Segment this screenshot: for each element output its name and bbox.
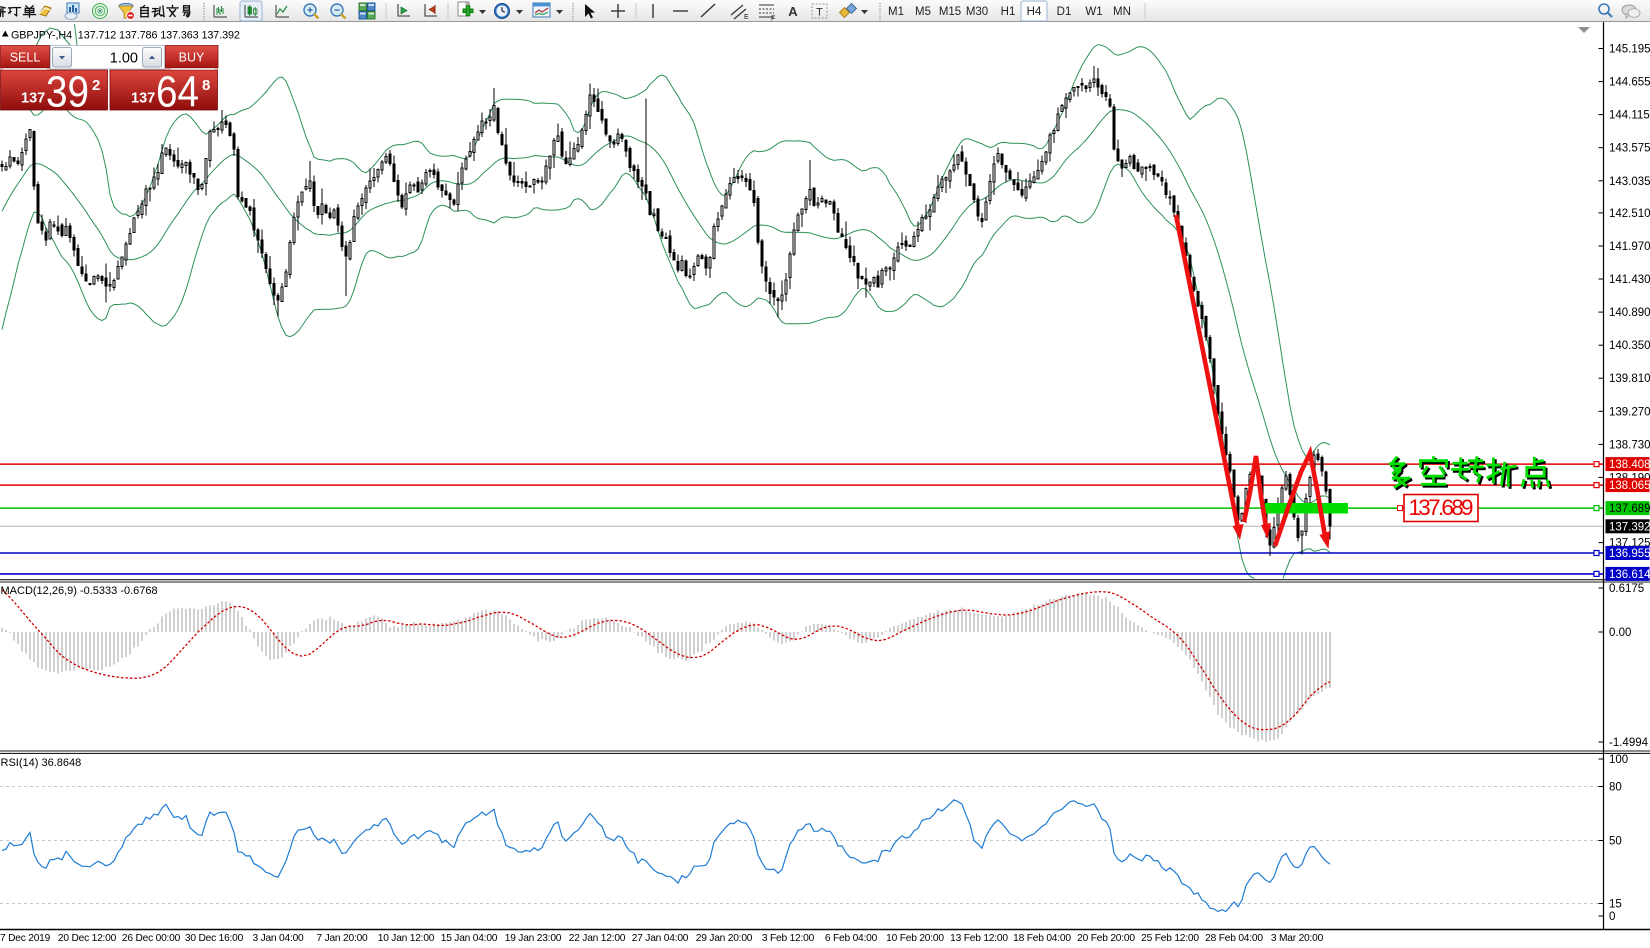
svg-text:64: 64 bbox=[156, 68, 199, 117]
svg-text:10 Feb 20:00: 10 Feb 20:00 bbox=[886, 933, 944, 944]
svg-text:144.655: 144.655 bbox=[1609, 77, 1650, 89]
svg-text:+: + bbox=[307, 5, 313, 16]
svg-text:H4: H4 bbox=[1027, 6, 1042, 18]
svg-text:3 Jan 04:00: 3 Jan 04:00 bbox=[252, 933, 304, 944]
svg-text:M15: M15 bbox=[939, 6, 961, 18]
svg-text:145.195: 145.195 bbox=[1609, 44, 1650, 56]
svg-text:39: 39 bbox=[46, 68, 89, 117]
svg-text:10 Jan 12:00: 10 Jan 12:00 bbox=[378, 933, 435, 944]
svg-text:30 Dec 16:00: 30 Dec 16:00 bbox=[185, 933, 244, 944]
svg-text:8: 8 bbox=[202, 77, 210, 94]
svg-text:0.00: 0.00 bbox=[1609, 627, 1631, 639]
svg-text:137.392: 137.392 bbox=[1609, 521, 1650, 533]
svg-text:140.890: 140.890 bbox=[1609, 307, 1650, 319]
svg-text:143.575: 143.575 bbox=[1609, 143, 1650, 155]
svg-text:1.00: 1.00 bbox=[110, 51, 138, 67]
svg-text:M1: M1 bbox=[888, 6, 904, 18]
svg-text:139.270: 139.270 bbox=[1609, 406, 1650, 418]
svg-text:BUY: BUY bbox=[179, 51, 205, 65]
svg-text:3 Feb 12:00: 3 Feb 12:00 bbox=[762, 933, 815, 944]
svg-text:−: − bbox=[334, 5, 340, 16]
svg-text:25 Feb 12:00: 25 Feb 12:00 bbox=[1141, 933, 1199, 944]
svg-text:15 Jan 04:00: 15 Jan 04:00 bbox=[441, 933, 498, 944]
svg-text:100: 100 bbox=[1609, 754, 1628, 766]
svg-text:143.035: 143.035 bbox=[1609, 176, 1650, 188]
svg-text:136.614: 136.614 bbox=[1609, 569, 1650, 581]
svg-text:MACD(12,26,9) -0.5333 -0.6768: MACD(12,26,9) -0.5333 -0.6768 bbox=[1, 585, 158, 597]
svg-text:27 Jan 04:00: 27 Jan 04:00 bbox=[632, 933, 689, 944]
svg-text:2: 2 bbox=[92, 77, 100, 94]
svg-text:139.810: 139.810 bbox=[1609, 373, 1650, 385]
svg-text:A: A bbox=[788, 4, 798, 19]
svg-text:142.510: 142.510 bbox=[1609, 208, 1650, 220]
svg-text:7 Jan 20:00: 7 Jan 20:00 bbox=[316, 933, 368, 944]
svg-text:141.430: 141.430 bbox=[1609, 274, 1650, 286]
svg-text:E: E bbox=[744, 14, 749, 21]
svg-text:D1: D1 bbox=[1057, 6, 1072, 18]
svg-text:80: 80 bbox=[1609, 782, 1622, 794]
svg-text:GBPJPY-,H4 137.712 137.786 13: GBPJPY-,H4 137.712 137.786 137.363 137.3… bbox=[11, 30, 240, 42]
svg-text:50: 50 bbox=[1609, 836, 1622, 848]
svg-text:19 Jan 23:00: 19 Jan 23:00 bbox=[505, 933, 562, 944]
svg-text:136.955: 136.955 bbox=[1609, 548, 1650, 560]
svg-text:140.350: 140.350 bbox=[1609, 340, 1650, 352]
svg-text:26 Dec 00:00: 26 Dec 00:00 bbox=[122, 933, 181, 944]
svg-text:MN: MN bbox=[1113, 6, 1131, 18]
svg-text:138.408: 138.408 bbox=[1609, 459, 1650, 471]
svg-text:138.065: 138.065 bbox=[1609, 480, 1650, 492]
svg-text:-1.4994: -1.4994 bbox=[1609, 737, 1649, 749]
svg-text:13 Feb 12:00: 13 Feb 12:00 bbox=[950, 933, 1008, 944]
svg-text:0.6175: 0.6175 bbox=[1609, 583, 1644, 595]
svg-text:T: T bbox=[816, 7, 823, 19]
svg-text:22 Jan 12:00: 22 Jan 12:00 bbox=[569, 933, 626, 944]
svg-text:28 Feb 04:00: 28 Feb 04:00 bbox=[1205, 933, 1263, 944]
svg-text:137: 137 bbox=[131, 91, 155, 107]
svg-text:137: 137 bbox=[21, 91, 45, 107]
svg-text:20 Feb 20:00: 20 Feb 20:00 bbox=[1077, 933, 1135, 944]
svg-text:RSI(14) 36.8648: RSI(14) 36.8648 bbox=[1, 757, 82, 769]
svg-text:18 Feb 04:00: 18 Feb 04:00 bbox=[1013, 933, 1071, 944]
svg-text:138.730: 138.730 bbox=[1609, 439, 1650, 451]
svg-text:F: F bbox=[771, 16, 775, 23]
svg-text:3 Mar 20:00: 3 Mar 20:00 bbox=[1271, 933, 1324, 944]
svg-text:W1: W1 bbox=[1085, 6, 1102, 18]
svg-text:7 Dec 2019: 7 Dec 2019 bbox=[0, 933, 51, 944]
svg-text:0: 0 bbox=[1609, 911, 1615, 923]
svg-text:20 Dec 12:00: 20 Dec 12:00 bbox=[58, 933, 117, 944]
svg-text:137.689: 137.689 bbox=[1409, 495, 1474, 520]
svg-text:15: 15 bbox=[1609, 899, 1622, 911]
svg-text:141.970: 141.970 bbox=[1609, 241, 1650, 253]
svg-text:137.689: 137.689 bbox=[1609, 503, 1650, 515]
svg-text:144.115: 144.115 bbox=[1609, 110, 1650, 122]
svg-text:M5: M5 bbox=[915, 6, 931, 18]
svg-text:H1: H1 bbox=[1001, 6, 1016, 18]
svg-text:SELL: SELL bbox=[10, 51, 41, 65]
svg-text:29 Jan 20:00: 29 Jan 20:00 bbox=[696, 933, 753, 944]
svg-text:6 Feb 04:00: 6 Feb 04:00 bbox=[825, 933, 878, 944]
svg-text:M30: M30 bbox=[966, 6, 988, 18]
